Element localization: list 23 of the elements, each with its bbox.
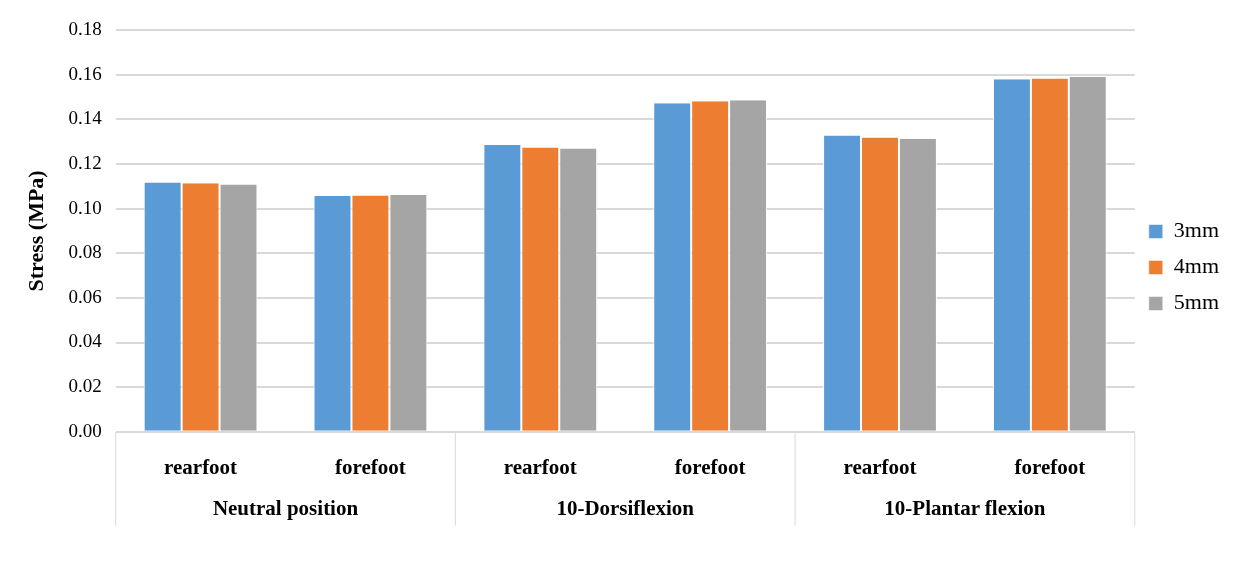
y-tick-label: 0.04 [68,330,103,352]
y-tick-label: 0.08 [68,241,102,263]
y-tick-label: 0.02 [68,375,102,397]
y-tick-label: 0.14 [68,107,103,129]
x-tick-label: rearfoot [164,454,238,479]
legend-label: 5mm [1173,289,1220,315]
y-tick-label: 0.10 [68,196,102,218]
x-tick-label: forefoot [335,454,406,479]
text: 10-Dorsiflexion [556,496,695,521]
x-tick-label: rearfoot [503,454,577,479]
x-tick-label: rearfoot [843,454,917,479]
y-tick-label: 0.16 [68,62,102,84]
legend-label: 3mm [1173,217,1220,243]
text: 10-Plantar flexion [884,496,1046,521]
x-tick-label: forefoot [674,454,746,479]
legend-label: 4mm [1173,253,1220,279]
y-tick-label: 0.06 [68,285,102,307]
y-tick-label: 0.00 [68,419,102,441]
text: Neutral position [212,496,359,521]
x-tick-label: forefoot [1014,454,1086,479]
y-tick-label: 0.12 [68,151,102,173]
y-tick-label: 0.18 [68,17,102,39]
y-axis-title: Stress (MPa) [22,170,48,292]
